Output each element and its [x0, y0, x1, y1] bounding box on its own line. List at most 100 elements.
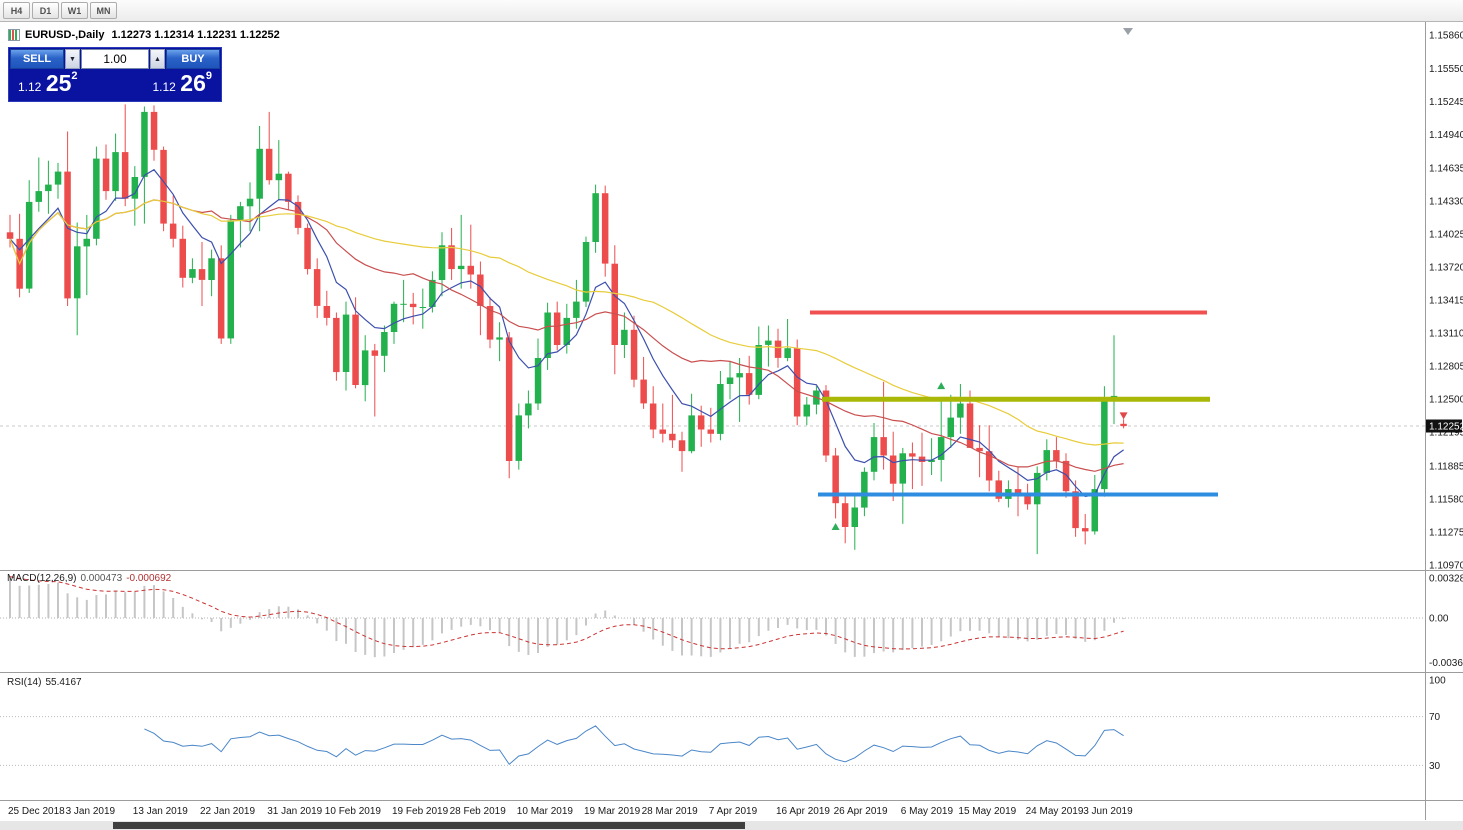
candle-body — [649, 403, 657, 430]
price-axis-label: 1.12195 — [1429, 428, 1463, 439]
candle-body — [6, 232, 14, 239]
macd-bar — [306, 615, 309, 618]
macd-bar — [85, 599, 88, 618]
macd-bar — [873, 618, 875, 654]
macd-bar — [325, 618, 328, 631]
price-axis-label: 1.11275 — [1429, 527, 1463, 538]
macd-bar — [316, 618, 319, 624]
macd-signal-value: -0.000692 — [126, 573, 172, 584]
candle-body — [227, 220, 234, 339]
macd-bar — [671, 618, 674, 651]
macd-bar — [479, 618, 482, 627]
timeframe-button-h4[interactable]: H4 — [3, 2, 30, 19]
ohlc-values: 1.12273 1.12314 1.12231 1.12252 — [111, 29, 280, 41]
candle-body — [93, 158, 100, 239]
bid-price-button[interactable]: 1.12 252 — [18, 71, 78, 95]
macd-axis-label: 0.00 — [1429, 614, 1449, 625]
candle-body — [803, 404, 810, 417]
price-axis-label: 1.14330 — [1429, 196, 1463, 207]
candle-body — [390, 303, 398, 332]
ask-pipette: 9 — [205, 70, 212, 82]
symbol-period-label: EURUSD-,Daily — [25, 29, 105, 41]
chart-window: 1.15860 1.15550 1.15245 1.14940 1.14635 1.143… — [0, 22, 1463, 830]
candle-body — [515, 415, 522, 461]
candle-body — [361, 350, 369, 386]
sell-button[interactable]: SELL — [10, 49, 64, 69]
candle-body — [1034, 472, 1041, 505]
macd-bar — [892, 618, 895, 653]
macd-axis-label: 0.003287 — [1429, 574, 1463, 585]
candle-body — [592, 193, 599, 242]
candle-body — [150, 111, 158, 150]
candle-body — [333, 317, 340, 373]
date-axis-label: 25 Dec 2018 — [8, 806, 65, 817]
candle-body — [457, 265, 465, 270]
chart-title-ohlc: EURUSD-,Daily 1.12273 1.12314 1.12231 1.… — [8, 29, 280, 41]
candle-body — [371, 350, 379, 356]
candle-body — [1053, 450, 1060, 461]
candle-body — [35, 191, 42, 202]
chevron-down-icon: ▼ — [69, 55, 76, 63]
volume-increase-button[interactable]: ▲ — [150, 49, 165, 69]
chart-canvas[interactable]: 1.15860 1.15550 1.15245 1.14940 1.14635 1.143… — [0, 22, 1463, 830]
macd-bar — [124, 592, 127, 618]
candle-body — [784, 348, 791, 358]
candle-body — [160, 149, 167, 224]
macd-bar — [882, 618, 885, 652]
candle-body — [995, 480, 1002, 499]
candle-body — [131, 177, 139, 199]
macd-bar — [1113, 618, 1115, 623]
volume-decrease-button[interactable]: ▼ — [65, 49, 80, 69]
macd-bar — [354, 618, 357, 652]
macd-bar — [1055, 618, 1058, 634]
date-axis-label: 6 May 2019 — [901, 806, 954, 817]
rsi-value: 55.4167 — [45, 677, 82, 688]
macd-bar — [738, 618, 741, 644]
macd-bar — [556, 618, 559, 645]
ask-prefix: 1.12 — [152, 80, 176, 94]
price-axis-label: 1.12500 — [1429, 395, 1463, 406]
ask-price-button[interactable]: 1.12 269 — [152, 70, 212, 95]
candle-body — [534, 358, 542, 404]
candle-body — [54, 171, 62, 185]
macd-bar — [412, 618, 415, 648]
timeframe-button-w1[interactable]: W1 — [61, 2, 88, 19]
candle-body — [83, 238, 90, 247]
timeframe-button-mn[interactable]: MN — [90, 2, 117, 19]
price-axis-label: 1.10970 — [1429, 561, 1463, 572]
candle-body — [774, 340, 782, 358]
macd-bar — [652, 618, 655, 640]
macd-bar — [498, 618, 501, 633]
horizontal-scrollbar-thumb[interactable] — [113, 822, 745, 829]
buy-button[interactable]: BUY — [166, 49, 220, 69]
candle-body — [496, 337, 503, 340]
candle-body — [669, 433, 676, 441]
candle-body — [448, 245, 455, 270]
timeframe-button-d1[interactable]: D1 — [32, 2, 59, 19]
candle-body — [745, 373, 753, 395]
candle-body — [957, 403, 964, 418]
candle-body — [1101, 401, 1108, 490]
candle-body — [265, 148, 273, 181]
date-axis-label: 15 May 2019 — [958, 806, 1016, 817]
candle-body — [736, 373, 743, 378]
macd-bar — [162, 591, 165, 618]
macd-bar — [940, 618, 943, 642]
macd-bar — [757, 618, 760, 637]
candle-body — [793, 348, 801, 417]
macd-bar — [767, 618, 770, 631]
candle-body — [246, 198, 254, 207]
macd-bar — [930, 618, 933, 645]
date-axis-label: 19 Feb 2019 — [392, 806, 449, 817]
macd-bar — [978, 618, 981, 631]
candle-body — [966, 403, 974, 448]
candle-body — [621, 329, 628, 345]
candle-body — [1082, 528, 1089, 532]
candle-body — [976, 447, 983, 452]
candle-body — [918, 456, 926, 462]
macd-bar — [517, 618, 520, 652]
date-axis-label: 31 Jan 2019 — [267, 806, 322, 817]
volume-input[interactable] — [81, 49, 149, 69]
macd-bar — [249, 618, 251, 620]
macd-bar — [287, 606, 290, 618]
